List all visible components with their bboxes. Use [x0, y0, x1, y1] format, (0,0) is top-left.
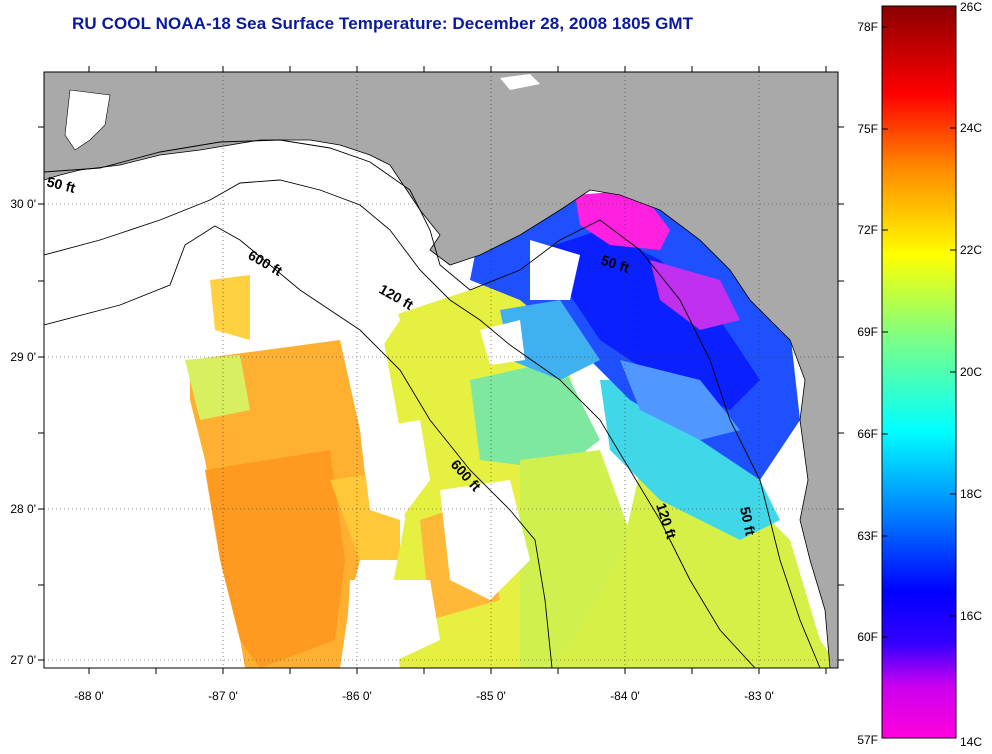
longitude-label: -84 0' [610, 689, 640, 703]
depth-label: 50 ft [737, 505, 759, 537]
longitude-label: -85 0' [476, 689, 506, 703]
colorbar-c-label: 24C [960, 121, 982, 135]
temperature-colorbar: 78F 75F 72F 69F 66F 63F 60F 57F 26C 24C … [857, 0, 982, 749]
lat-lon-grid [44, 72, 838, 668]
longitude-label: -87 0' [208, 689, 238, 703]
map-frame [43, 71, 839, 669]
colorbar-gradient [881, 5, 957, 739]
axis-ticks [38, 66, 844, 674]
depth-contours [44, 139, 821, 668]
longitude-label: -88 0' [74, 689, 104, 703]
map-plot-area [44, 72, 838, 668]
longitude-labels: -88 0' -87 0' -86 0' -85 0' -84 0' -83 0… [74, 689, 774, 703]
colorbar-c-label: 20C [960, 365, 982, 379]
colorbar-c-label: 18C [960, 487, 982, 501]
colorbar-c-label: 22C [960, 243, 982, 257]
colorbar-f-label: 66F [857, 427, 878, 441]
colorbar-f-label: 69F [857, 325, 878, 339]
land-mass [44, 72, 838, 668]
colorbar-f-label: 60F [857, 630, 878, 644]
latitude-label: 30 0' [10, 197, 36, 211]
colorbar-f-label: 63F [857, 529, 878, 543]
colorbar-c-label: 16C [960, 609, 982, 623]
longitude-label: -86 0' [342, 689, 372, 703]
map-title: RU COOL NOAA-18 Sea Surface Temperature:… [72, 14, 694, 33]
latitude-label: 28 0' [10, 502, 36, 516]
colorbar-f-label: 72F [857, 223, 878, 237]
sst-warm-water-west [185, 275, 400, 668]
cloud-patches [44, 180, 580, 668]
longitude-label: -83 0' [744, 689, 774, 703]
latitude-label: 29 0' [10, 350, 36, 364]
depth-label: 50 ft [45, 173, 77, 196]
colorbar-f-label: 57F [857, 733, 878, 747]
colorbar-f-label: 75F [857, 122, 878, 136]
colorbar-c-label: 26C [960, 0, 982, 14]
colorbar-f-label: 78F [857, 20, 878, 34]
latitude-label: 27 0' [10, 653, 36, 667]
colorbar-c-label: 14C [960, 735, 982, 749]
latitude-labels: 30 0' 29 0' 28 0' 27 0' [10, 197, 36, 667]
